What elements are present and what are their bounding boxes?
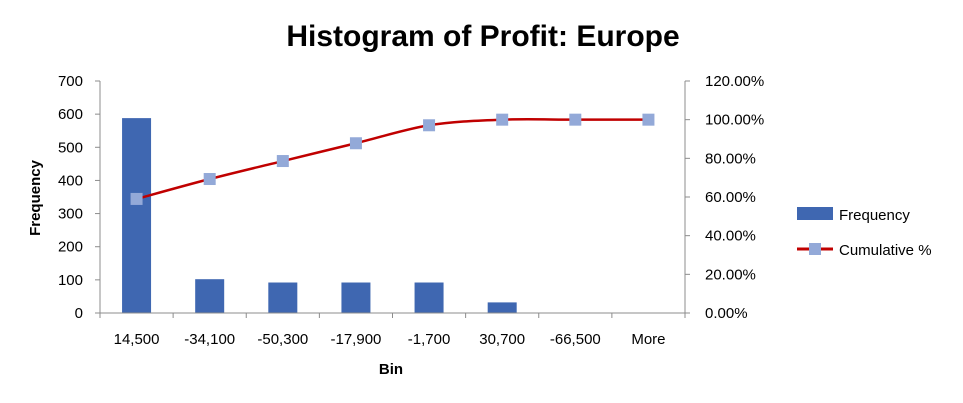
x-tick-label-4: -1,700 xyxy=(408,331,451,348)
x-tick-label-0: 14,500 xyxy=(114,331,160,348)
y-right-tick-label-1: 20.00% xyxy=(705,266,756,283)
frequency-bars xyxy=(122,118,517,314)
bar-2 xyxy=(268,282,298,313)
bar-1 xyxy=(195,279,225,313)
cumulative-line-series xyxy=(130,113,655,205)
x-axis-label: Bin xyxy=(379,361,403,378)
x-tick-label-7: More xyxy=(631,331,665,348)
cumulative-point-3 xyxy=(349,137,362,150)
bar-5 xyxy=(487,302,517,313)
legend-swatch-frequency xyxy=(797,207,833,220)
chart-legend: Frequency Cumulative % xyxy=(797,207,932,259)
y-left-tick-label-7: 700 xyxy=(58,73,83,90)
chart-axes: 0 100 200 300 400 500 600 700 0.00% 20.00% 40.00% 6… xyxy=(58,73,764,348)
cumulative-point-4 xyxy=(423,119,436,132)
cumulative-point-2 xyxy=(276,155,289,168)
y-left-tick-label-3: 300 xyxy=(58,206,83,223)
y-axis-label: Frequency xyxy=(27,159,44,236)
legend-label-frequency: Frequency xyxy=(839,207,910,224)
y-left-tick-label-6: 600 xyxy=(58,106,83,123)
y-right-tick-label-0: 0.00% xyxy=(705,305,748,322)
y-left-tick-label-5: 500 xyxy=(58,139,83,156)
bar-4 xyxy=(414,282,444,313)
cumulative-point-5 xyxy=(496,113,509,126)
y-left-tick-label-0: 0 xyxy=(75,305,83,322)
cumulative-point-0 xyxy=(130,192,143,205)
legend-label-cumulative: Cumulative % xyxy=(839,242,932,259)
y-right-tick-label-4: 80.00% xyxy=(705,150,756,167)
y-left-tick-label-1: 100 xyxy=(58,272,83,289)
cumulative-line xyxy=(136,118,649,201)
cumulative-point-6 xyxy=(569,113,582,126)
x-tick-label-1: -34,100 xyxy=(184,331,235,348)
cumulative-point-7 xyxy=(642,113,655,126)
x-tick-label-6: -66,500 xyxy=(550,331,601,348)
x-tick-label-5: 30,700 xyxy=(479,331,525,348)
y-left-tick-label-2: 200 xyxy=(58,239,83,256)
x-tick-label-2: -50,300 xyxy=(257,331,308,348)
x-tick-label-3: -17,900 xyxy=(331,331,382,348)
chart-title: Histogram of Profit: Europe xyxy=(286,20,679,53)
y-right-tick-label-2: 40.00% xyxy=(705,228,756,245)
bar-0 xyxy=(122,118,152,314)
y-right-tick-label-5: 100.00% xyxy=(705,112,764,129)
y-right-tick-label-3: 60.00% xyxy=(705,189,756,206)
bar-3 xyxy=(341,282,371,313)
y-left-tick-label-4: 400 xyxy=(58,172,83,189)
y-right-tick-label-6: 120.00% xyxy=(705,73,764,90)
legend-marker-cumulative xyxy=(809,243,821,255)
cumulative-point-1 xyxy=(203,173,216,186)
